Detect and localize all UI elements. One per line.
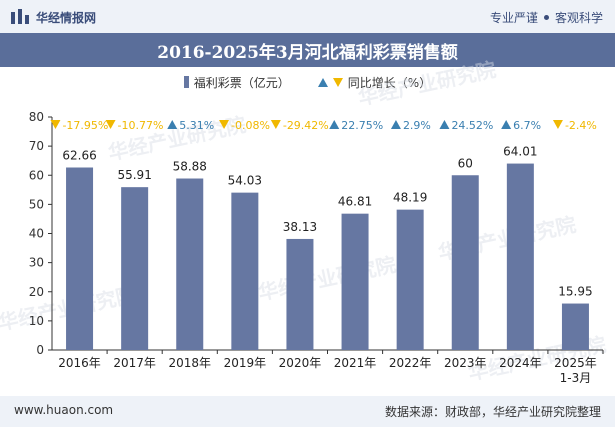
chart-title: 2016-2025年3月河北福利彩票销售额 [157,42,458,63]
x-tick-label: 1-3月 [560,371,592,385]
legend-bar-label: 福利彩票（亿元） [193,75,290,90]
x-tick-label: 2019年 [224,356,267,370]
brand[interactable]: 华经情报网 [10,8,96,26]
triangle-up-icon [390,120,401,129]
bar[interactable] [176,178,204,350]
legend-bar-swatch-icon [183,76,189,88]
growth-value: -10.77% [118,119,164,132]
bar[interactable] [66,167,94,350]
y-tick-label: 30 [29,256,44,270]
label-layer: 62.66 55.91 58.88 54.03 38.13 46.81 48.19 60 64.… [62,145,592,299]
bar[interactable] [121,187,149,350]
y-tick-label: 20 [29,285,44,299]
watermark-text: 华经产业研究院 [356,57,498,110]
brand-name: 华经情报网 [36,10,97,25]
bar[interactable] [286,238,314,350]
growth-label: 6.7% [501,119,541,132]
tagline: 专业严谨 客观科学 [490,8,603,26]
growth-label: 5.31% [167,119,214,132]
growth-label: -29.42% [270,119,329,132]
x-tick-label: 2018年 [168,356,211,370]
growth-label: 2.9% [390,119,431,132]
bar-value-label: 62.66 [62,149,96,163]
growth-label: 24.52% [439,119,493,132]
triangle-up-icon [501,120,512,129]
bar-value-label: 54.03 [228,174,262,188]
bar-value-label: 60 [458,156,473,170]
y-tick-label: 60 [29,168,44,182]
bar[interactable] [396,209,424,350]
x-tick-label: 2020年 [279,356,322,370]
growth-value: 22.75% [341,119,383,132]
x-tick-label: 2023年 [444,356,487,370]
axis-layer: 0 10 20 30 40 50 60 70 80 2016年 2017年 2018年 2019年 202… [29,110,604,385]
y-tick-label: 70 [29,139,44,153]
y-tick-label: 50 [29,197,44,211]
chart-legend: 福利彩票（亿元） 同比增长（%） [0,72,615,92]
brand-logo-icon [11,9,29,24]
growth-value: -17.95% [62,119,108,132]
triangle-down-icon [270,120,281,129]
footer: www.huaon.com 数据来源：财政部，华经产业研究院整理 [0,396,615,427]
y-tick-label: 0 [36,343,44,357]
bar-layer [66,163,589,350]
bar[interactable] [561,303,589,350]
legend-item-growth[interactable]: 同比增长（%） [317,74,432,91]
tagline-left: 专业严谨 [489,10,538,25]
title-bar: 2016-2025年3月河北福利彩票销售额 [0,33,615,67]
x-tick-label: 2022年 [389,356,432,370]
triangle-up-icon [317,77,328,87]
bar[interactable] [506,163,534,350]
growth-value: 24.52% [451,119,493,132]
growth-value: 6.7% [513,119,541,132]
x-tick-label: 2021年 [334,356,377,370]
growth-value: -2.4% [565,119,597,132]
top-banner: 华经情报网 专业严谨 客观科学 [0,0,615,33]
triangle-down-icon [332,77,343,87]
growth-value: -29.42% [283,119,329,132]
bar-value-label: 55.91 [117,168,151,182]
bar-value-label: 48.19 [393,191,427,205]
bar[interactable] [451,175,479,350]
x-tick-label: 2016年 [58,356,101,370]
tagline-right: 客观科学 [554,10,603,25]
footer-source: 数据来源：财政部，华经产业研究院整理 [384,405,601,419]
growth-label: -2.4% [552,119,597,132]
growth-label: -17.95% [50,119,108,132]
growth-layer: -17.95% -10.77% 5.31% -0.08% -29.42% 22.75% 2.… [50,119,597,132]
triangle-up-icon [167,120,178,129]
y-tick-label: 10 [29,314,44,328]
bar[interactable] [231,192,259,350]
x-tick-label: 2024年 [499,356,542,370]
growth-label: -0.08% [219,119,270,132]
y-tick-label: 40 [29,227,44,241]
y-tick-label: 80 [29,110,44,124]
watermark-text: 华经产业研究院 [256,252,398,305]
bar-value-label: 64.01 [503,145,537,159]
legend-growth-label: 同比增长（%） [347,75,432,90]
growth-label: 22.75% [329,119,383,132]
bar-value-label: 46.81 [338,195,372,209]
bar-value-label: 15.95 [558,285,592,299]
x-tick-label: 2017年 [113,356,156,370]
separator-dot-icon [543,14,549,20]
legend-item-bar[interactable]: 福利彩票（亿元） [183,74,290,91]
growth-value: -0.08% [231,119,270,132]
growth-value: 2.9% [403,119,431,132]
footer-website[interactable]: www.huaon.com [14,403,114,417]
bar-value-label: 38.13 [283,220,317,234]
triangle-down-icon [105,120,116,129]
triangle-up-icon [329,120,340,129]
bar-value-label: 58.88 [173,160,207,174]
bar[interactable] [341,213,369,350]
growth-value: 5.31% [179,119,214,132]
triangle-down-icon [219,120,230,129]
triangle-down-icon [552,120,563,129]
triangle-down-icon [50,120,61,129]
growth-label: -10.77% [105,119,164,132]
x-tick-label: 2025年 [554,356,597,370]
triangle-up-icon [439,120,450,129]
